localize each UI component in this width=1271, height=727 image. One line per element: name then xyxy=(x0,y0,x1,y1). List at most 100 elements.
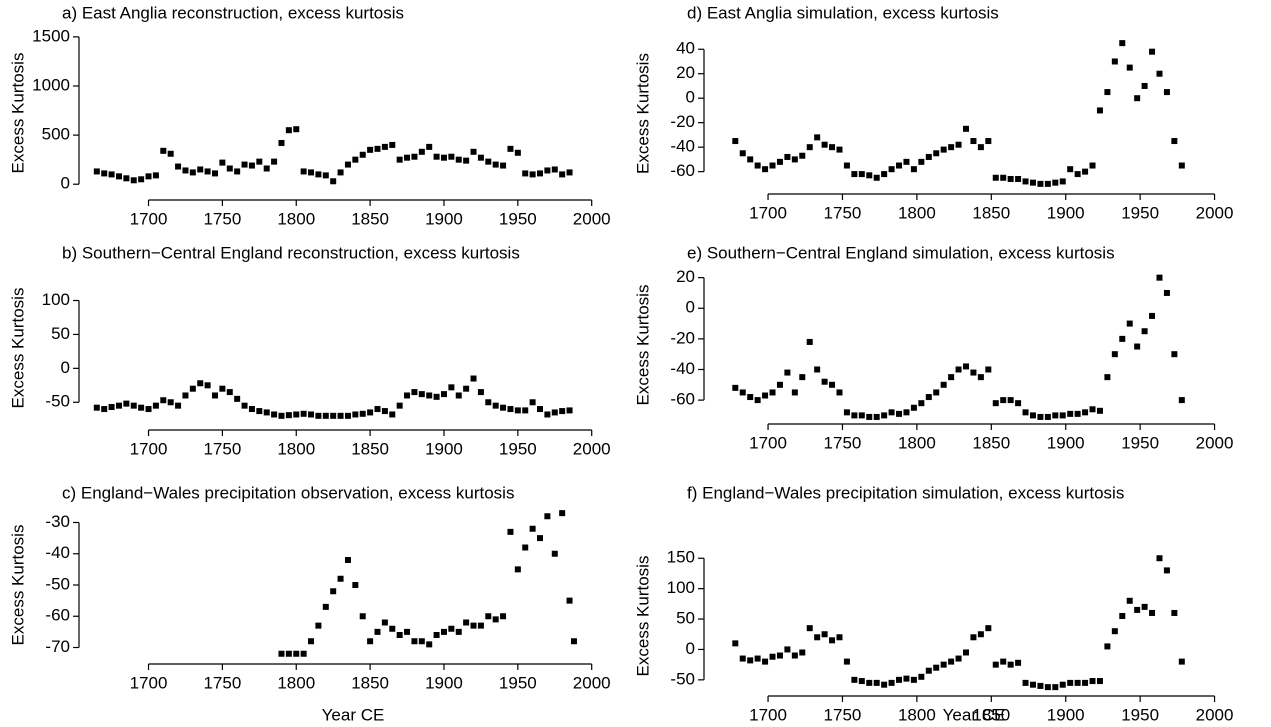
point xyxy=(948,658,955,665)
point xyxy=(1007,175,1014,182)
point xyxy=(1007,397,1014,404)
point xyxy=(896,162,903,169)
point xyxy=(477,154,484,161)
point xyxy=(160,147,167,154)
point xyxy=(315,171,322,178)
y-tick-label: -50 xyxy=(45,574,70,593)
point xyxy=(433,632,440,638)
point xyxy=(330,412,337,419)
point xyxy=(1082,168,1089,175)
point xyxy=(1082,409,1089,416)
point xyxy=(448,153,455,160)
point xyxy=(970,369,977,376)
point xyxy=(389,141,396,148)
point xyxy=(732,384,739,391)
x-tick-label: 2000 xyxy=(1196,203,1234,222)
point xyxy=(263,409,270,416)
x-tick-label: 1800 xyxy=(898,705,936,724)
point xyxy=(322,603,329,610)
point xyxy=(1029,681,1036,688)
point xyxy=(404,154,411,161)
point xyxy=(1052,684,1059,691)
point xyxy=(829,144,836,151)
point xyxy=(1111,628,1118,635)
y-tick-label: -40 xyxy=(670,137,695,156)
point xyxy=(1052,179,1059,186)
point xyxy=(940,146,947,153)
point xyxy=(732,640,739,647)
x-tick-label: 1750 xyxy=(824,203,862,222)
point xyxy=(175,163,182,170)
point xyxy=(551,409,558,416)
x-tick-label: 1750 xyxy=(203,673,241,692)
point xyxy=(1067,166,1074,173)
point xyxy=(500,404,507,411)
point xyxy=(903,675,910,682)
y-tick-label: 50 xyxy=(676,609,695,628)
point xyxy=(1000,658,1007,665)
y-tick-label: -40 xyxy=(670,359,695,378)
point xyxy=(1111,351,1118,358)
point xyxy=(933,664,940,671)
x-tick-label: 1900 xyxy=(425,439,463,458)
point xyxy=(404,392,411,399)
x-tick-label: 1950 xyxy=(1121,203,1159,222)
point xyxy=(212,170,218,177)
point xyxy=(784,153,791,160)
point xyxy=(873,679,880,686)
point xyxy=(1178,658,1185,665)
point xyxy=(485,399,492,406)
point xyxy=(396,402,403,409)
point xyxy=(1126,320,1133,327)
point xyxy=(389,411,396,418)
point xyxy=(212,392,218,399)
y-tick-label: 100 xyxy=(42,290,70,309)
point xyxy=(130,402,137,409)
point xyxy=(485,158,492,165)
point xyxy=(888,166,895,173)
x-tick-label: 2000 xyxy=(573,439,611,458)
y-tick-label: 0 xyxy=(686,88,695,107)
point xyxy=(175,402,182,409)
point xyxy=(145,173,152,180)
point xyxy=(1029,179,1036,186)
panel-title: d) East Anglia simulation, excess kurtos… xyxy=(687,3,999,22)
point xyxy=(241,161,248,168)
y-tick-label: 0 xyxy=(686,298,695,317)
point xyxy=(1119,335,1126,342)
point xyxy=(566,169,573,176)
point xyxy=(977,144,984,151)
panel-title: b) Southern−Central England reconstructi… xyxy=(62,243,520,262)
x-axis-label: Year CE xyxy=(943,705,1006,724)
point xyxy=(1104,374,1111,381)
x-tick-label: 1900 xyxy=(1047,705,1085,724)
point xyxy=(1163,567,1170,574)
point xyxy=(881,412,888,419)
point xyxy=(1089,406,1096,413)
point xyxy=(1015,400,1022,407)
point xyxy=(529,525,536,532)
x-tick-label: 2000 xyxy=(573,673,611,692)
point xyxy=(411,638,418,645)
point xyxy=(1067,410,1074,417)
point xyxy=(925,394,932,401)
point xyxy=(544,167,551,174)
x-tick-label: 1850 xyxy=(972,433,1010,452)
point xyxy=(551,550,558,557)
point xyxy=(1126,64,1133,71)
point xyxy=(1000,174,1007,181)
x-tick-label: 1800 xyxy=(277,673,315,692)
point xyxy=(204,168,211,175)
point xyxy=(182,167,189,174)
point xyxy=(799,649,806,656)
point xyxy=(337,412,344,419)
point xyxy=(241,402,248,409)
point xyxy=(784,646,791,653)
point xyxy=(1149,609,1156,616)
point xyxy=(1171,351,1178,358)
y-tick-label: 1500 xyxy=(32,26,70,45)
point xyxy=(559,510,566,517)
point xyxy=(278,412,285,419)
point xyxy=(762,166,769,173)
